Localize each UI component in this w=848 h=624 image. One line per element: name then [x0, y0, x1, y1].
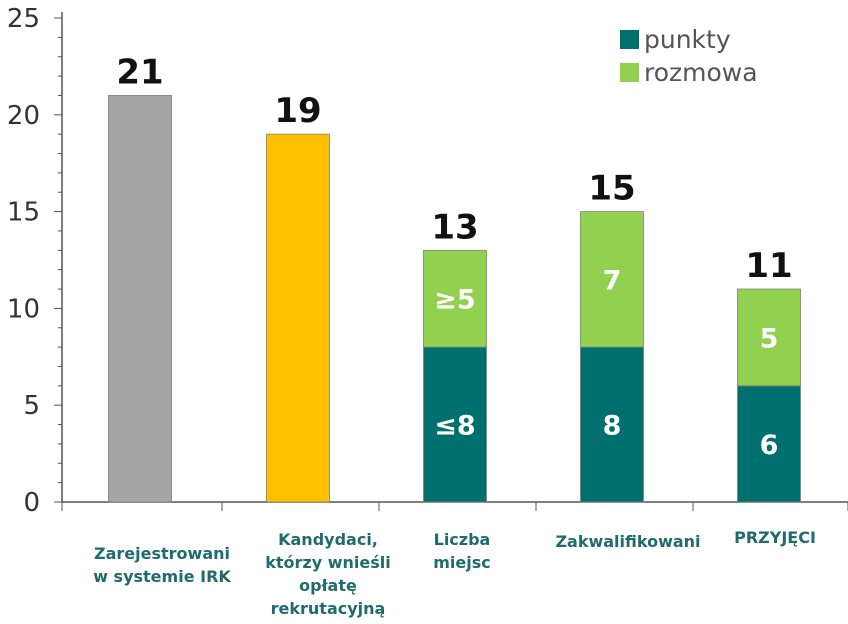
bar-segment-punkty [580, 346, 644, 503]
legend-swatch-rozmowa [620, 63, 639, 82]
segment-value-label: 7 [603, 265, 622, 296]
segment-value-label: ≥5 [434, 285, 475, 316]
legend: punkty rozmowa [620, 25, 758, 87]
legend-swatch-punkty [620, 30, 639, 49]
bar-segment-rozmowa [423, 249, 487, 348]
bar-total-label: 13 [431, 207, 478, 247]
bar-total-label: 15 [588, 169, 635, 209]
bar [108, 95, 172, 503]
category-label-registered: Zarejestrowani w systemie IRK [93, 544, 231, 586]
bar-segment-rozmowa [580, 211, 644, 348]
y-tick-label: 20 [7, 101, 40, 131]
legend-label-punkty: punkty [644, 25, 731, 54]
bar-total-label: 19 [274, 91, 321, 131]
y-tick-label: 5 [23, 391, 40, 421]
bar-total-label: 11 [745, 246, 792, 286]
category-label-qualified: Zakwalifikowani [555, 532, 701, 551]
x-axis [61, 501, 848, 511]
bars: 21 19 ≤8 ≥5 13 8 7 15 6 5 11 [108, 52, 801, 503]
y-tick-label: 25 [7, 4, 40, 34]
bar-total-label: 21 [116, 52, 163, 92]
y-tick-label: 10 [7, 294, 40, 324]
bar-segment-punkty [737, 385, 801, 503]
segment-value-label: 5 [760, 323, 779, 354]
category-label-seats: Liczba miejsc [433, 530, 491, 572]
legend-label-rozmowa: rozmowa [644, 58, 758, 87]
bar [266, 133, 330, 503]
category-label-paid-fee: Kandydaci, którzy wnieśli opłatę rekrutacyj… [265, 530, 391, 618]
segment-value-label: 8 [603, 411, 622, 442]
bar-segment-punkty [423, 346, 487, 503]
y-tick-label: 15 [7, 198, 40, 228]
bar-segment-rozmowa [737, 288, 801, 387]
y-tick-label: 0 [23, 488, 40, 518]
segment-value-label: ≤8 [434, 411, 475, 442]
segment-value-label: 6 [760, 430, 779, 461]
category-label-admitted: PRZYJĘCI [734, 528, 816, 547]
y-axis: 0 5 10 15 20 25 [7, 4, 63, 518]
